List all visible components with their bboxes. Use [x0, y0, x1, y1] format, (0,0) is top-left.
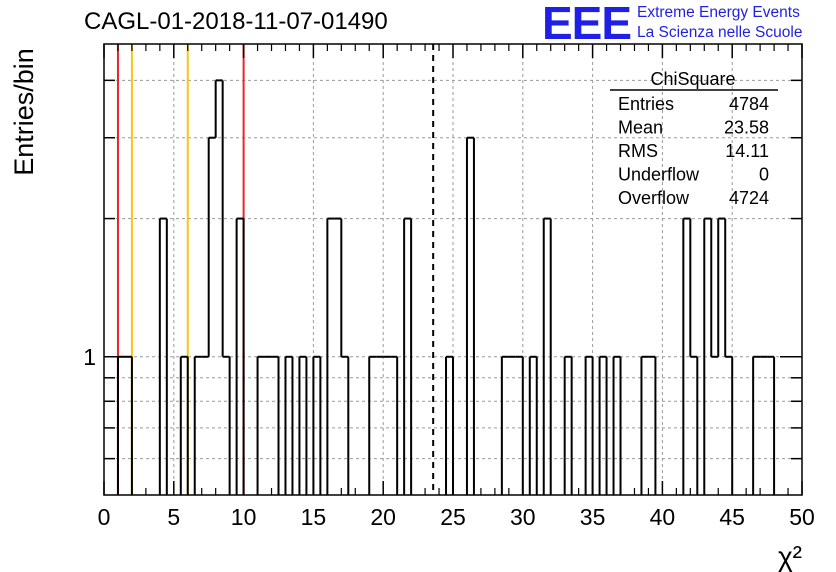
stats-row-label: Underflow: [618, 165, 700, 185]
stats-title: ChiSquare: [650, 69, 735, 89]
stats-row-value: 4784: [729, 94, 769, 114]
y-tick-label: 1: [83, 344, 96, 370]
x-tick-label: 45: [719, 504, 745, 530]
x-tick-label: 5: [167, 504, 180, 530]
stats-rows: Entries 4784 Mean 23.58 RMS 14.11 Underflow 0 Ov…: [618, 94, 769, 208]
stats-row-value: 0: [759, 165, 769, 185]
x-tick-label: 20: [370, 504, 396, 530]
x-tick-label: 0: [98, 504, 111, 530]
stats-row-value: 4724: [729, 188, 769, 208]
eee-logo-line1: Extreme Energy Events: [637, 4, 800, 21]
x-tick-label: 10: [231, 504, 257, 530]
marker-lines: [116, 44, 435, 495]
eee-logo-mark: EEE: [542, 0, 632, 49]
stats-row-label: RMS: [618, 141, 658, 161]
stats-row-label: Entries: [618, 94, 674, 114]
stats-box: ChiSquare Entries 4784 Mean 23.58 RMS 14.11 Un…: [610, 69, 778, 208]
x-tick-label: 35: [580, 504, 606, 530]
histogram-layer: [116, 79, 776, 495]
eee-logo-line2: La Scienza nelle Scuole: [637, 24, 803, 41]
x-axis: 0 5 10 15 20 25 30 35 40 45 50: [98, 44, 815, 530]
x-tick-label: 30: [510, 504, 536, 530]
y-axis: 1: [83, 79, 802, 460]
chart-title: CAGL-01-2018-11-07-01490: [84, 8, 388, 35]
x-tick-label: 15: [301, 504, 327, 530]
stats-row-value: 23.58: [724, 118, 769, 138]
stats-row-label: Overflow: [618, 188, 690, 208]
x-axis-label: χ²: [778, 541, 802, 572]
eee-logo: EEE Extreme Energy Events La Scienza nel…: [542, 0, 834, 49]
stats-row-value: 14.11: [725, 141, 769, 161]
stats-row-label: Mean: [618, 118, 663, 138]
x-tick-label: 40: [650, 504, 676, 530]
x-tick-label: 50: [789, 504, 815, 530]
x-tick-label: 25: [440, 504, 466, 530]
y-axis-label: Entries/bin: [9, 48, 39, 176]
